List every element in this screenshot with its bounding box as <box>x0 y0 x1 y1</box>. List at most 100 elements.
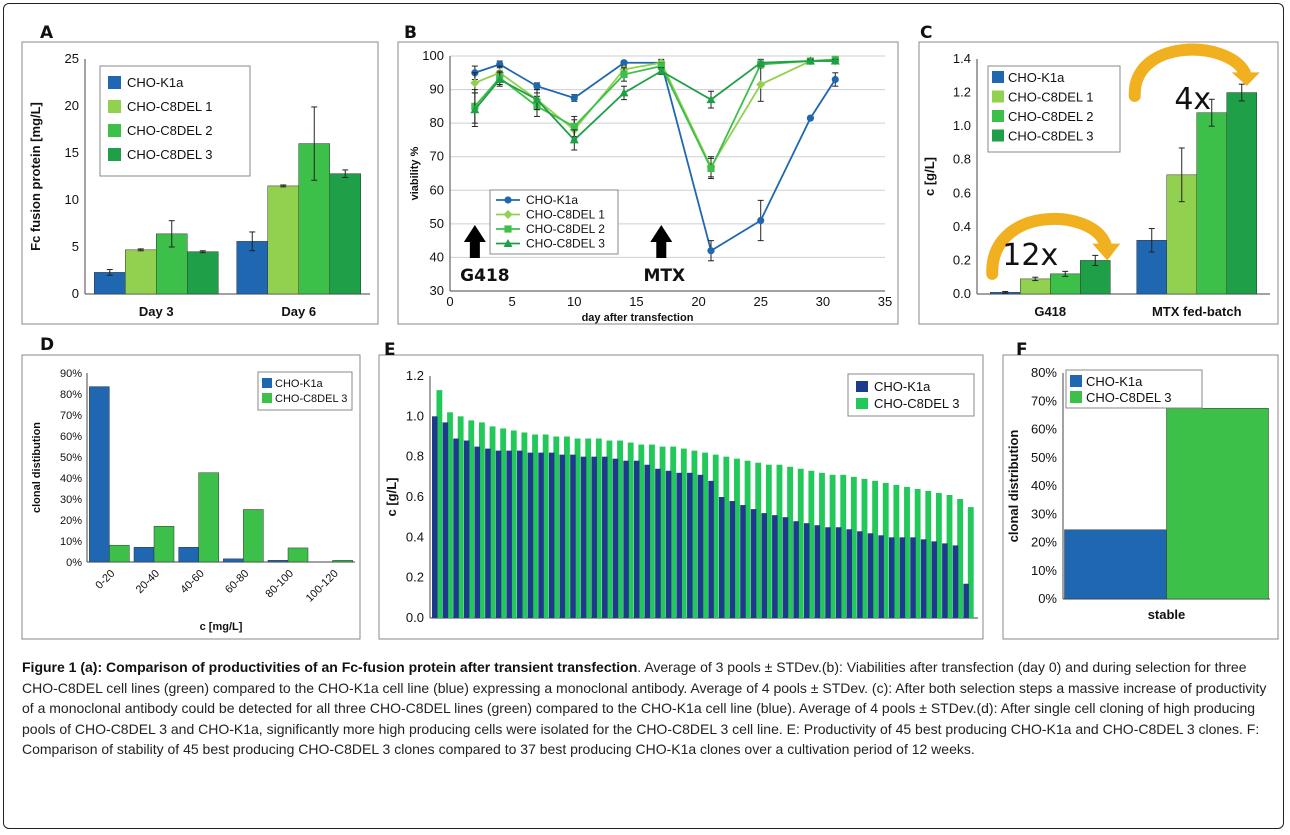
panel-e-bar-blue <box>750 509 757 618</box>
panel-e-bar-green <box>542 434 549 618</box>
panel-e-bar-green <box>882 482 889 618</box>
panel-a-y-label: Fc fusion protein [mg/L] <box>28 102 43 251</box>
panel-c-legend-swatch <box>992 129 1004 142</box>
panel-e-bar-green <box>500 428 507 618</box>
panel-c-x-tick: G418 <box>1034 304 1066 319</box>
panel-b-y-tick: 100 <box>422 48 444 63</box>
panel-c-legend-swatch <box>992 71 1004 83</box>
panel-d-legend-entry: CHO-C8DEL 3 <box>275 393 347 405</box>
panel-e-bar-green <box>967 507 974 618</box>
panel-e-bar-green <box>478 422 485 618</box>
panel-e-bar-blue <box>825 527 831 618</box>
panel-b-point <box>656 66 666 75</box>
panel-e-bar-green <box>574 438 581 618</box>
panel-e-bar-blue <box>697 474 704 618</box>
panel-e-y-tick: 0.0 <box>406 610 424 625</box>
panel-e-bar-green <box>819 472 825 618</box>
panel-e-bar-blue <box>559 454 566 618</box>
panel-b-x-tick: 20 <box>691 294 705 309</box>
panel-c-bar <box>1196 112 1227 295</box>
panel-c-annotation: 4x <box>1174 82 1211 117</box>
panel-d-legend-swatch <box>262 378 272 388</box>
panel-d-bar <box>243 509 264 563</box>
panel-b-x-tick: 5 <box>509 294 516 309</box>
panel-e-bar-green <box>914 488 921 618</box>
panel-e-bar-blue <box>538 452 544 618</box>
panel-e-bar-green <box>702 452 708 618</box>
panel-e-bar-blue <box>740 505 746 618</box>
panel-d-bar <box>178 547 199 563</box>
panel-b-point <box>657 62 665 70</box>
panel-e-legend-swatch <box>856 381 868 392</box>
panel-b-y-tick: 50 <box>430 216 444 231</box>
panel-c-x-tick: MTX fed-batch <box>1152 304 1242 319</box>
panel-e-bar-blue <box>570 454 576 618</box>
panel-f-x-tick: stable <box>1148 607 1186 622</box>
panel-b-point <box>619 88 629 97</box>
panel-e-bar-green <box>850 476 857 618</box>
panel-e-bar-blue <box>548 452 555 618</box>
panel-e-bar-blue <box>814 525 821 618</box>
panel-d-bar <box>198 472 219 563</box>
panel-d-bar <box>89 386 110 563</box>
panel-e-bar-blue <box>612 458 619 618</box>
panel-d-legend-swatch <box>262 393 272 403</box>
panel-a-legend-swatch <box>108 76 121 89</box>
panel-b-legend-entry: CHO-C8DEL 1 <box>526 208 605 222</box>
panel-e-bar-blue <box>644 464 651 618</box>
panel-a-y-tick: 0 <box>72 286 79 301</box>
panel-e-bar-blue <box>878 535 884 618</box>
panel-e-bar-blue <box>485 448 491 618</box>
panel-e-bar-blue <box>665 470 672 618</box>
panel-e-bar-blue <box>453 438 459 618</box>
panel-a-x-tick: Day 3 <box>139 304 174 319</box>
panel-b-point <box>470 78 480 88</box>
panel-e-bar-green <box>776 464 783 618</box>
panel-b-point <box>830 56 840 65</box>
panel-e-bar-green <box>946 494 953 618</box>
panel-b-point <box>532 95 542 104</box>
panel-c-bar <box>1020 278 1051 295</box>
panel-e-bar-blue <box>772 515 778 618</box>
panel-b-point <box>620 59 628 67</box>
panel-a-legend-entry: CHO-C8DEL 2 <box>127 123 212 138</box>
panel-f-y-tick: 20% <box>1031 535 1057 550</box>
panel-e-bar-green <box>617 440 623 618</box>
panel-a-bar <box>329 173 361 295</box>
panel-e-y-tick: 0.8 <box>406 449 424 464</box>
panel-a-bar <box>187 251 219 295</box>
panel-d-y-tick: 20% <box>60 515 82 527</box>
panel-f-legend-swatch <box>1070 391 1082 403</box>
panel-b-point <box>757 216 765 225</box>
panel-e-bar-green <box>712 454 719 618</box>
panel-d-y-tick: 70% <box>60 410 82 422</box>
panel-e-bar-green <box>765 464 772 618</box>
panel-b-series-line <box>474 60 836 142</box>
panel-e-bar-green <box>744 460 751 618</box>
panel-b-x-tick: 15 <box>629 294 643 309</box>
panel-b-x-tick: 25 <box>753 294 767 309</box>
panel-c-y-tick: 1.2 <box>953 85 971 100</box>
panel-e-legend <box>847 373 975 417</box>
panel-e-y-tick: 0.4 <box>406 529 424 544</box>
panel-e-y-tick: 0.6 <box>406 489 424 504</box>
panel-e-bar-green <box>829 474 836 618</box>
panel-c-y-tick: 1.0 <box>953 118 971 133</box>
panel-label-C: C <box>920 23 932 43</box>
panel-e-bar-blue <box>580 456 587 618</box>
panel-b-y-tick: 30 <box>430 283 444 298</box>
panel-d-y-tick: 60% <box>60 431 82 443</box>
panel-b-point <box>620 70 628 79</box>
panel-a-y-tick: 25 <box>65 51 79 66</box>
panel-b-legend-marker <box>503 210 513 219</box>
panel-d-bar <box>133 547 155 563</box>
panel-e-bar-blue <box>846 529 852 618</box>
panel-c-y-label: c [g/L] <box>922 157 937 196</box>
panel-e-bar-green <box>521 432 528 618</box>
panel-a-y-tick: 10 <box>65 192 79 207</box>
panel-b-point <box>495 75 505 83</box>
panel-a-y-tick: 15 <box>65 145 79 160</box>
panel-e-bar-green <box>935 492 942 618</box>
panel-e-bar-blue <box>506 450 512 618</box>
panel-label-B: B <box>404 23 417 43</box>
